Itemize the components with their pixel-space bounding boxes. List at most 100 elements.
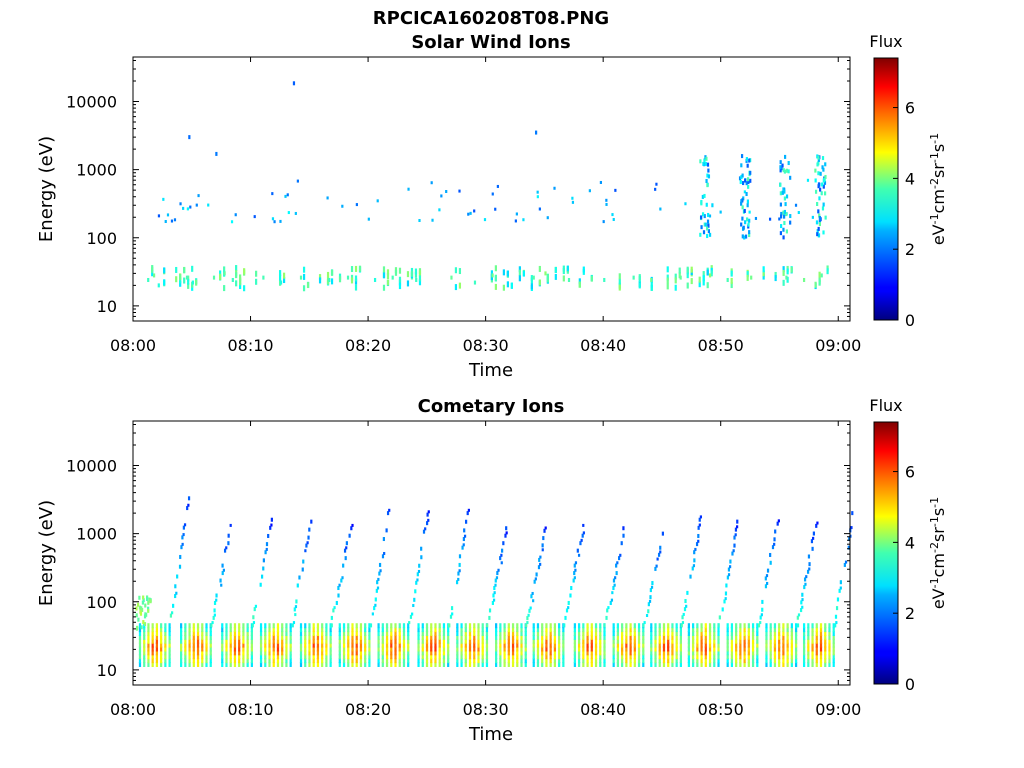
flux-cell (425, 627, 429, 633)
flux-cell (704, 630, 707, 636)
flux-cell (603, 661, 606, 667)
flux-cell (811, 634, 814, 640)
flux-cell (219, 578, 222, 583)
flux-cell (654, 654, 657, 660)
flux-cell (147, 646, 150, 652)
flux-cell (790, 266, 793, 273)
flux-cell (496, 571, 499, 576)
flux-cell (312, 638, 315, 644)
flux-cell (233, 646, 237, 652)
flux-cell (174, 594, 177, 599)
flux-cell (553, 630, 556, 636)
flux-cell (499, 630, 502, 636)
flux-cell (761, 607, 764, 612)
flux-cell (558, 634, 561, 640)
flux-cell (832, 627, 835, 633)
flux-cell (779, 160, 782, 165)
flux-cell (250, 634, 253, 640)
flux-cell (458, 268, 462, 275)
flux-cell (713, 646, 716, 652)
flux-cell (188, 630, 191, 636)
flux-cell (318, 277, 322, 284)
flux-cell (765, 574, 769, 578)
flux-cell (438, 642, 441, 648)
flux-cell (687, 661, 690, 667)
flux-cell (735, 623, 738, 629)
flux-cell (147, 634, 150, 640)
flux-cell (211, 621, 214, 625)
flux-cell (425, 642, 429, 648)
flux-cell (536, 658, 540, 664)
panel-1-title: Solar Wind Ions (411, 32, 570, 53)
flux-cell (582, 650, 585, 656)
flux-cell (499, 556, 502, 561)
flux-cell (765, 630, 768, 636)
flux-cell (385, 654, 389, 660)
flux-cell (285, 630, 288, 636)
flux-cell (778, 630, 781, 636)
flux-cell (832, 646, 835, 652)
flux-cell (307, 535, 310, 540)
flux-cell (538, 279, 541, 286)
flux-cell (679, 642, 683, 648)
panel-1-y-axis-label: Energy (eV) (36, 136, 57, 242)
panel-1-data-cells (147, 81, 829, 292)
flux-cell (473, 630, 476, 636)
flux-cell (347, 627, 350, 633)
flux-cell (138, 654, 142, 660)
flux-cell (289, 654, 292, 660)
flux-cell (777, 519, 780, 523)
flux-cell (812, 536, 815, 540)
flux-cell (637, 650, 641, 656)
flux-cell (329, 642, 332, 648)
flux-cell (747, 623, 750, 629)
flux-cell (316, 642, 320, 648)
flux-cell (789, 175, 792, 180)
flux-cell (179, 277, 182, 284)
flux-cell (239, 279, 242, 286)
flux-cell (407, 187, 410, 191)
flux-cell (629, 630, 632, 636)
flux-cell (242, 658, 245, 664)
flux-cell (316, 630, 320, 636)
flux-cell (183, 267, 186, 274)
flux-cell (442, 658, 446, 664)
flux-cell (637, 638, 641, 644)
flux-cell (215, 593, 218, 598)
flux-cell (164, 219, 167, 223)
flux-cell (769, 623, 772, 629)
flux-cell (238, 630, 241, 636)
flux-cell (726, 661, 729, 667)
flux-cell (815, 523, 818, 528)
flux-cell (532, 650, 535, 656)
flux-cell (135, 613, 138, 618)
flux-cell (743, 650, 746, 656)
flux-cell (828, 661, 831, 667)
flux-cell (526, 616, 529, 621)
flux-cell (582, 642, 585, 648)
flux-cell (418, 279, 422, 286)
flux-cell (756, 638, 759, 644)
flux-cell (499, 654, 502, 660)
flux-cell (749, 170, 752, 175)
flux-cell (251, 623, 254, 628)
flux-cell (385, 642, 389, 648)
flux-cell (817, 157, 820, 162)
flux-cell (656, 557, 659, 561)
flux-cell (578, 642, 581, 648)
flux-cell (562, 634, 565, 640)
flux-cell (713, 634, 716, 640)
flux-cell (212, 275, 216, 280)
flux-cell (417, 627, 420, 633)
flux-cell (700, 650, 703, 656)
flux-cell (706, 269, 709, 276)
flux-cell (671, 634, 674, 640)
flux-cell (246, 627, 249, 633)
flux-cell (440, 194, 443, 198)
flux-cell (329, 650, 332, 656)
flux-cell (567, 600, 570, 605)
flux-cell (447, 630, 450, 636)
flux-cell (188, 627, 191, 633)
flux-cell (717, 630, 720, 636)
flux-cell (260, 574, 264, 579)
